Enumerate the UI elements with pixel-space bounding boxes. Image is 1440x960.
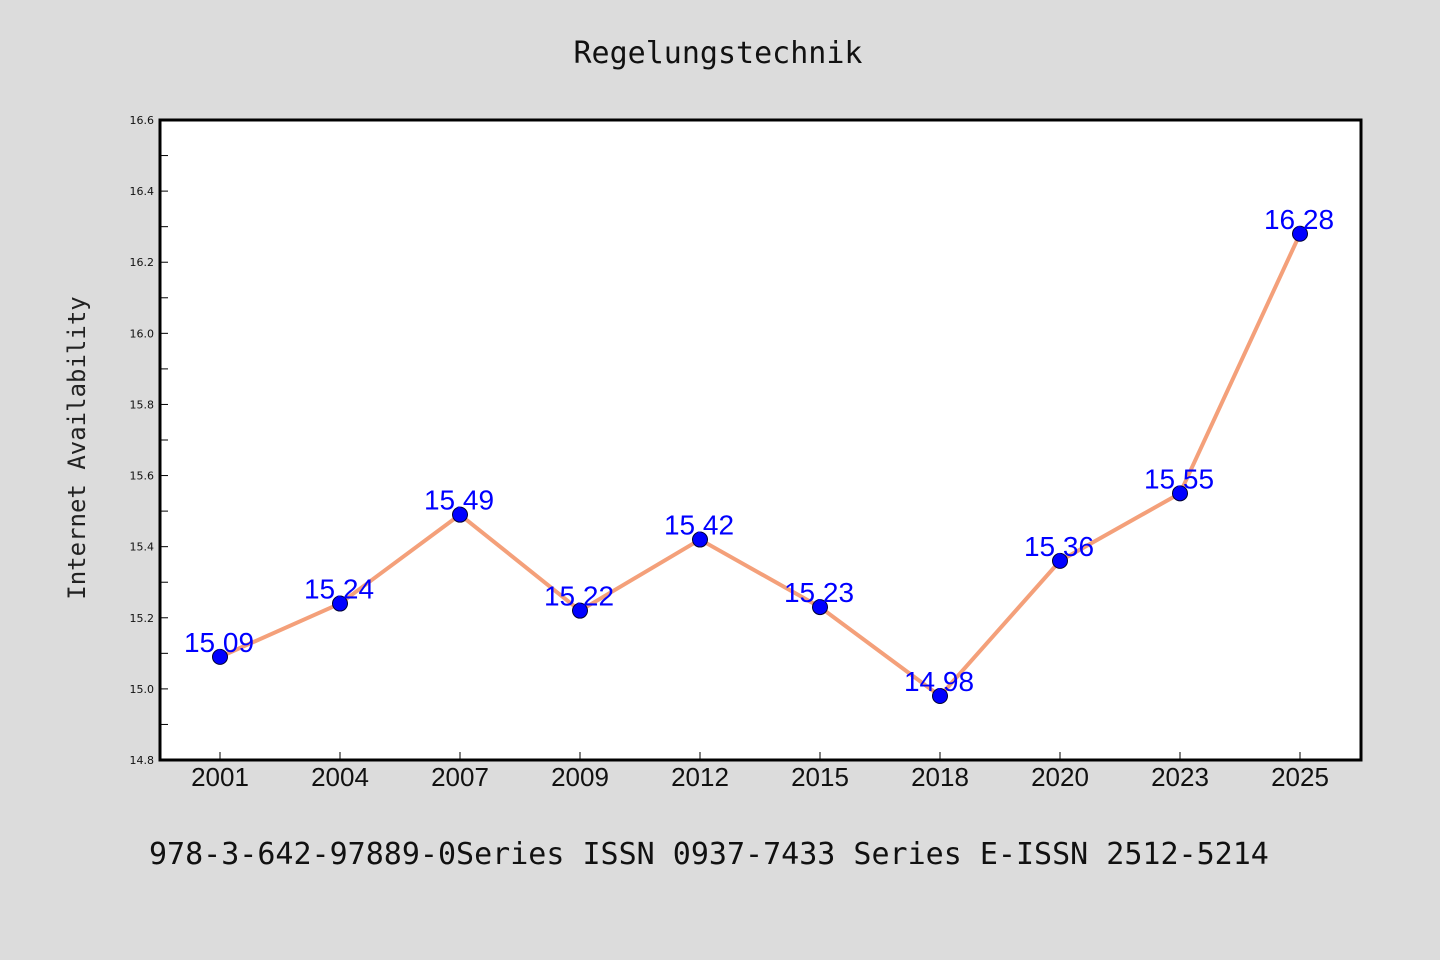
chart-title: Regelungstechnik: [574, 36, 863, 71]
y-tick-label: 16.2: [130, 256, 155, 269]
data-label: 15.55: [1144, 463, 1214, 494]
data-point: [332, 595, 348, 612]
x-tick-label: 2004: [311, 762, 369, 792]
data-label: 15.42: [664, 510, 734, 541]
y-tick-label: 15.6: [130, 470, 155, 483]
data-label: 15.23: [784, 577, 854, 608]
series-line: [219, 232, 1302, 698]
x-tick-label: 2009: [551, 762, 609, 792]
x-tick-label: 2001: [191, 762, 249, 792]
data-label: 15.24: [304, 574, 374, 605]
data-point: [212, 648, 228, 665]
x-tick-label: 2007: [431, 762, 489, 792]
y-tick-label: 16.4: [130, 185, 155, 198]
data-label: 16.28: [1264, 204, 1334, 235]
series-group: [212, 225, 1308, 704]
data-point: [1172, 485, 1188, 502]
data-point: [1292, 225, 1308, 242]
y-tick-label: 15.4: [130, 541, 155, 554]
x-tick-label: 2025: [1271, 762, 1329, 792]
y-tick-label: 15.0: [130, 683, 155, 696]
y-tick-label: 14.8: [130, 754, 155, 767]
plot-area: [158, 118, 1363, 762]
data-point: [572, 602, 588, 619]
data-labels: 15.09 15.24 15.49 15.22 15.42 15.23 14.98 15.36…: [184, 204, 1334, 697]
y-tick-label: 16.6: [130, 114, 155, 127]
x-tick-label: 2018: [911, 762, 969, 792]
data-point: [452, 506, 468, 523]
data-label: 15.36: [1024, 531, 1094, 562]
data-point: [932, 688, 948, 704]
y-tick-label: 15.2: [130, 612, 155, 625]
x-tick-label: 2023: [1151, 762, 1209, 792]
y-axis-ticks: 14.8 15.0 15.2 15.4 15.6 15.8 16.0 16.2 16.4 16.6: [130, 114, 168, 767]
data-point: [692, 531, 708, 548]
data-label: 15.49: [424, 485, 494, 516]
y-tick-label: 16.0: [130, 327, 155, 340]
x-axis-ticks: 2001 2004 2007 2009 2012 2015 2018 2020 2023 2025: [191, 752, 1329, 792]
data-label: 15.22: [544, 581, 614, 612]
y-tick-label: 15.8: [130, 398, 155, 411]
data-label: 15.09: [184, 627, 254, 658]
footer-text: 978-3-642-97889-0Series ISSN 0937-7433 S…: [149, 837, 1269, 872]
y-axis-label: Internet Availability: [63, 296, 91, 599]
data-label: 14.98: [904, 666, 974, 697]
data-point: [812, 599, 828, 616]
x-tick-label: 2015: [791, 762, 849, 792]
x-tick-label: 2012: [671, 762, 729, 792]
x-tick-label: 2020: [1031, 762, 1089, 792]
data-point: [1052, 552, 1068, 569]
